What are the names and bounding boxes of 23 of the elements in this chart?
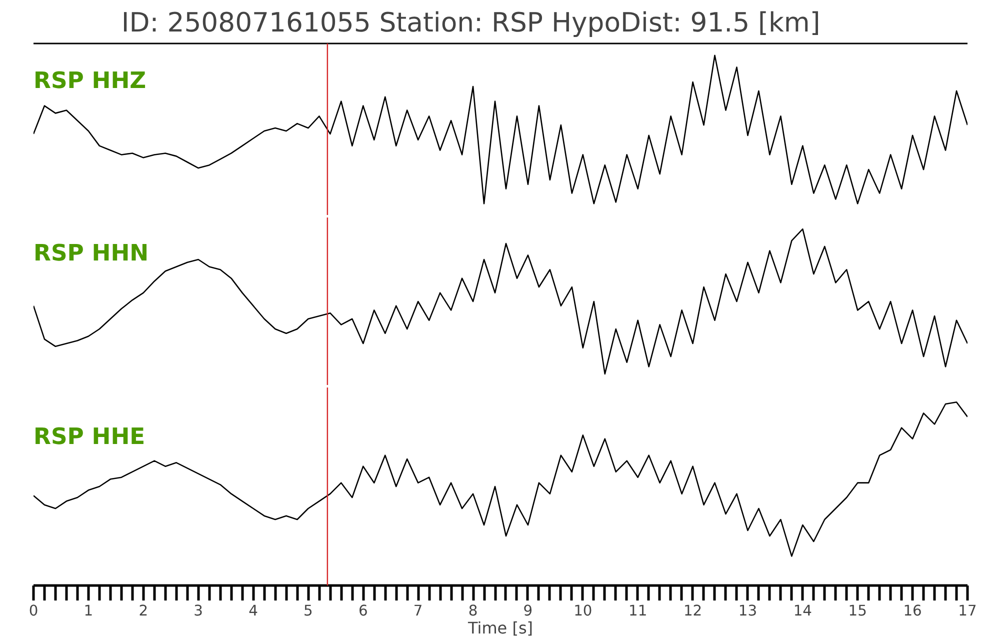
x-tick-label: 9: [523, 602, 533, 620]
x-tick-label: 10: [574, 602, 592, 620]
x-tick-label: 13: [738, 602, 758, 620]
series-label: RSP HHZ: [34, 68, 146, 94]
x-tick-label: 8: [468, 602, 478, 620]
x-tick-label: 7: [413, 602, 423, 620]
x-tick-label: 5: [304, 602, 313, 620]
x-tick-label: 0: [28, 602, 38, 620]
x-tick-label: 2: [138, 602, 148, 620]
x-tick-label: 6: [358, 602, 368, 620]
x-tick-label: 4: [248, 602, 258, 620]
x-tick-label: 15: [848, 602, 867, 620]
x-tick-label: 16: [903, 602, 922, 620]
x-tick-label: 3: [194, 602, 203, 620]
x-tick-label: 17: [958, 602, 977, 620]
x-tick-label: 1: [84, 602, 94, 620]
x-tick-label: 11: [628, 602, 648, 620]
series-label: RSP HHE: [34, 424, 146, 450]
x-axis-title: Time [s]: [466, 618, 534, 638]
series-label: RSP HHN: [34, 240, 149, 267]
x-tick-label: 14: [793, 602, 812, 620]
chart-title: ID: 250807161055 Station: RSP HypoDist: 91.5 [km]: [121, 8, 820, 38]
x-tick-label: 12: [683, 602, 702, 620]
